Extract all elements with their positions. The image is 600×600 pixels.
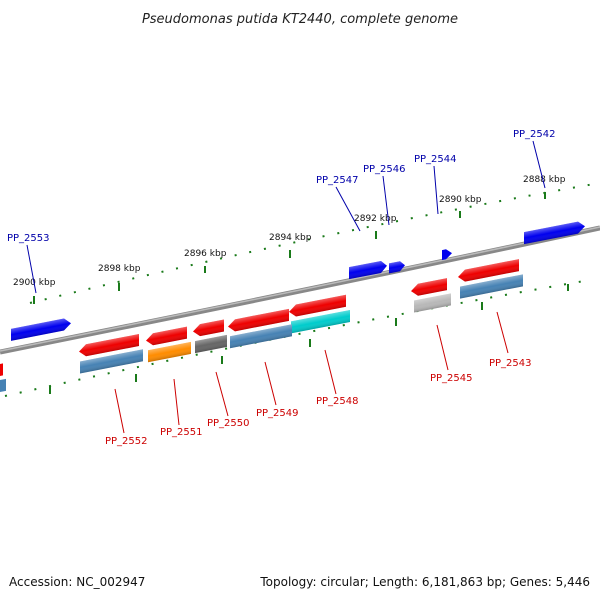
plus-gene-labels: PP_2542 PP_2544 PP_2546 PP_2547 PP_2553 — [7, 129, 556, 294]
inner-tick-ring — [4, 279, 591, 397]
gene-label-pp-2544[interactable]: PP_2544 — [414, 154, 457, 165]
gene-feature-pp-2544[interactable] — [442, 248, 452, 261]
minus-gene-labels: PP_2543 PP_2545 PP_2548 PP_2549 PP_2550 … — [105, 311, 532, 447]
gene-label-pp-2551[interactable]: PP_2551 — [160, 427, 203, 438]
gene-feature-pp-2548[interactable] — [289, 294, 350, 334]
gene-feature-pp-2547[interactable] — [349, 260, 387, 280]
genome-summary-text: Topology: circular; Length: 6,181,863 bp… — [259, 575, 590, 589]
scale-label-2892: 2892 kbp — [354, 214, 397, 224]
genome-backbone — [0, 225, 600, 355]
accession-text: Accession: NC_002947 — [9, 575, 145, 589]
gene-label-pp-2549[interactable]: PP_2549 — [256, 408, 299, 419]
gene-label-pp-2550[interactable]: PP_2550 — [207, 418, 250, 429]
gene-label-pp-2543[interactable]: PP_2543 — [489, 358, 532, 369]
gene-feature-pp-2543[interactable] — [458, 258, 523, 299]
plus-strand-genes — [11, 220, 585, 341]
scale-label-2896: 2896 kbp — [184, 249, 227, 259]
gene-feature-pp-2546[interactable] — [389, 260, 405, 274]
gene-label-pp-2552[interactable]: PP_2552 — [105, 436, 148, 447]
gene-label-pp-2542[interactable]: PP_2542 — [513, 129, 556, 140]
scale-label-2890: 2890 kbp — [439, 195, 482, 205]
gene-feature-pp-2550[interactable] — [193, 319, 227, 354]
scale-label-2898: 2898 kbp — [98, 264, 141, 274]
minus-strand-genes — [0, 258, 523, 392]
gene-label-pp-2553[interactable]: PP_2553 — [7, 233, 50, 244]
gene-feature-pp-2545[interactable] — [411, 277, 451, 313]
gene-feature-pp-2551[interactable] — [146, 326, 191, 363]
scale-label-2894: 2894 kbp — [269, 233, 312, 243]
map-title: Pseudomonas putida KT2440, complete geno… — [142, 12, 458, 27]
major-ticks — [33, 192, 569, 394]
gene-feature-pp-2542[interactable] — [524, 220, 585, 245]
gene-label-pp-2545[interactable]: PP_2545 — [430, 373, 473, 384]
gene-feature-offscreen-left[interactable] — [0, 363, 6, 392]
gene-label-pp-2547[interactable]: PP_2547 — [316, 175, 359, 186]
gene-label-pp-2548[interactable]: PP_2548 — [316, 396, 359, 407]
scale-label-2888: 2888 kbp — [523, 175, 566, 185]
gene-feature-pp-2549[interactable] — [228, 308, 292, 349]
gene-feature-pp-2552[interactable] — [79, 333, 143, 374]
gene-label-pp-2546[interactable]: PP_2546 — [363, 164, 406, 175]
gene-feature-pp-2553[interactable] — [11, 317, 71, 341]
